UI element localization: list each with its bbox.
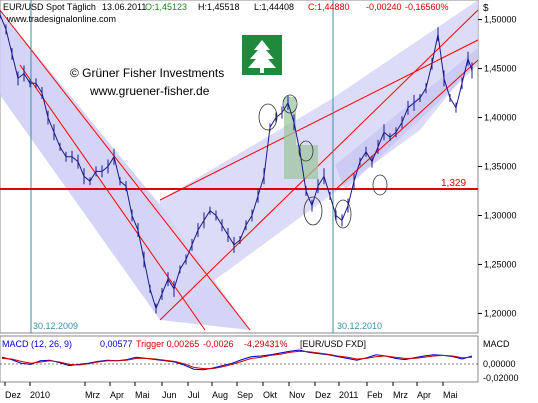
downtrend-upper-line bbox=[0, 9, 251, 331]
trigger-series-line bbox=[1, 350, 473, 370]
pattern-mark-4 bbox=[303, 196, 323, 226]
header-low: L:1,44408 bbox=[254, 2, 294, 12]
price-y-axis: 1,50000 1,45000 1,40000 1,35000 1,30000 1,250… bbox=[478, 15, 517, 318]
date-label-2009: 30.12.2009 bbox=[33, 321, 78, 331]
tree-icon bbox=[248, 40, 276, 68]
x-tick-label: Okt bbox=[263, 390, 278, 400]
x-tick-label: Mrz bbox=[393, 390, 408, 400]
steep-channel-line bbox=[334, 59, 479, 191]
x-tick-label: Mai bbox=[443, 390, 458, 400]
x-tick-label: Aug bbox=[212, 390, 228, 400]
x-tick-label: Apr bbox=[417, 390, 431, 400]
trigger-change-pct: -4,29431% bbox=[244, 339, 288, 349]
header: EUR/USD Spot Täglich 13.06.2011 O:1,4512… bbox=[3, 2, 449, 24]
header-change: -0,00240 bbox=[366, 2, 402, 12]
macd-y-axis-label: MACD bbox=[483, 339, 510, 349]
header-date: 13.06.2011 bbox=[102, 2, 146, 12]
x-tick-label: Dez bbox=[315, 390, 332, 400]
pattern-mark-3 bbox=[298, 140, 314, 162]
support-level-label: 1,329 bbox=[441, 178, 466, 189]
y-tick-label: 1,45000 bbox=[484, 64, 517, 74]
price-points bbox=[0, 10, 473, 314]
y-tick-label: 1,25000 bbox=[484, 259, 517, 269]
watermark-line1: © Grüner Fisher Investments bbox=[70, 66, 224, 80]
trigger-label: Trigger 0,00265 bbox=[136, 339, 199, 349]
macd-source: [EUR/USD FXD] bbox=[300, 339, 366, 349]
macd-y-tick-1: -0,02000 bbox=[483, 373, 519, 383]
header-website: www.tradesignalonline.com bbox=[6, 14, 116, 24]
header-change-pct: -0,16560% bbox=[405, 2, 449, 12]
pattern-marks bbox=[258, 94, 388, 229]
x-tick-label: Feb bbox=[367, 390, 383, 400]
x-tick-label: Mai bbox=[135, 390, 150, 400]
watermark-line2: www.gruener-fisher.de bbox=[89, 84, 210, 98]
x-tick-label: Apr bbox=[110, 390, 124, 400]
pattern-mark-2 bbox=[282, 94, 298, 114]
x-tick-label: Nov bbox=[289, 390, 306, 400]
macd-header: MACD (12, 26, 9) 0,00577 Trigger 0,00265… bbox=[2, 339, 366, 349]
header-high: H:1,45518 bbox=[198, 2, 240, 12]
y-tick-label: 1,20000 bbox=[484, 308, 517, 318]
x-tick-label: Dez bbox=[5, 390, 22, 400]
y-tick-label: 1,40000 bbox=[484, 113, 517, 123]
uptrend-upper-line bbox=[159, 9, 479, 321]
x-tick-label: Sep bbox=[237, 390, 253, 400]
macd-legend: MACD (12, 26, 9) bbox=[2, 339, 72, 349]
x-tick-label: 2011 bbox=[339, 390, 358, 400]
header-close: C:1,44880 bbox=[308, 2, 350, 12]
y-tick-label: 1,35000 bbox=[484, 162, 517, 172]
x-tick-label: Mrz bbox=[85, 390, 100, 400]
y-tick-label: 1,50000 bbox=[484, 15, 517, 25]
steep-channel-fill bbox=[335, 48, 478, 190]
x-tick-label: 2010 bbox=[30, 390, 50, 400]
macd-value: 0,00577 bbox=[100, 339, 133, 349]
price-series-line bbox=[0, 14, 473, 311]
macd-y-tick-0: 0,00000 bbox=[483, 359, 516, 369]
header-symbol: EUR/USD Spot Täglich bbox=[3, 2, 96, 12]
uptrend-middle-line bbox=[159, 39, 479, 201]
x-tick-label: Jun bbox=[162, 390, 177, 400]
x-tick-label: Jul bbox=[188, 390, 200, 400]
date-label-2010: 30.12.2010 bbox=[337, 321, 382, 331]
header-open: O:1,45123 bbox=[145, 2, 187, 12]
pattern-mark-1 bbox=[258, 103, 278, 131]
currency-symbol: $ bbox=[483, 3, 489, 14]
pattern-mark-5 bbox=[334, 199, 352, 229]
pattern-mark-6 bbox=[372, 174, 388, 196]
trigger-change: -0,0026 bbox=[203, 339, 234, 349]
y-tick-label: 1,30000 bbox=[484, 210, 517, 220]
gruener-fisher-logo bbox=[242, 35, 282, 75]
date-x-axis: Dez 2010 Mrz Apr Mai Jun Jul Aug Sep Okt Nov Dez 201… bbox=[4, 382, 458, 400]
